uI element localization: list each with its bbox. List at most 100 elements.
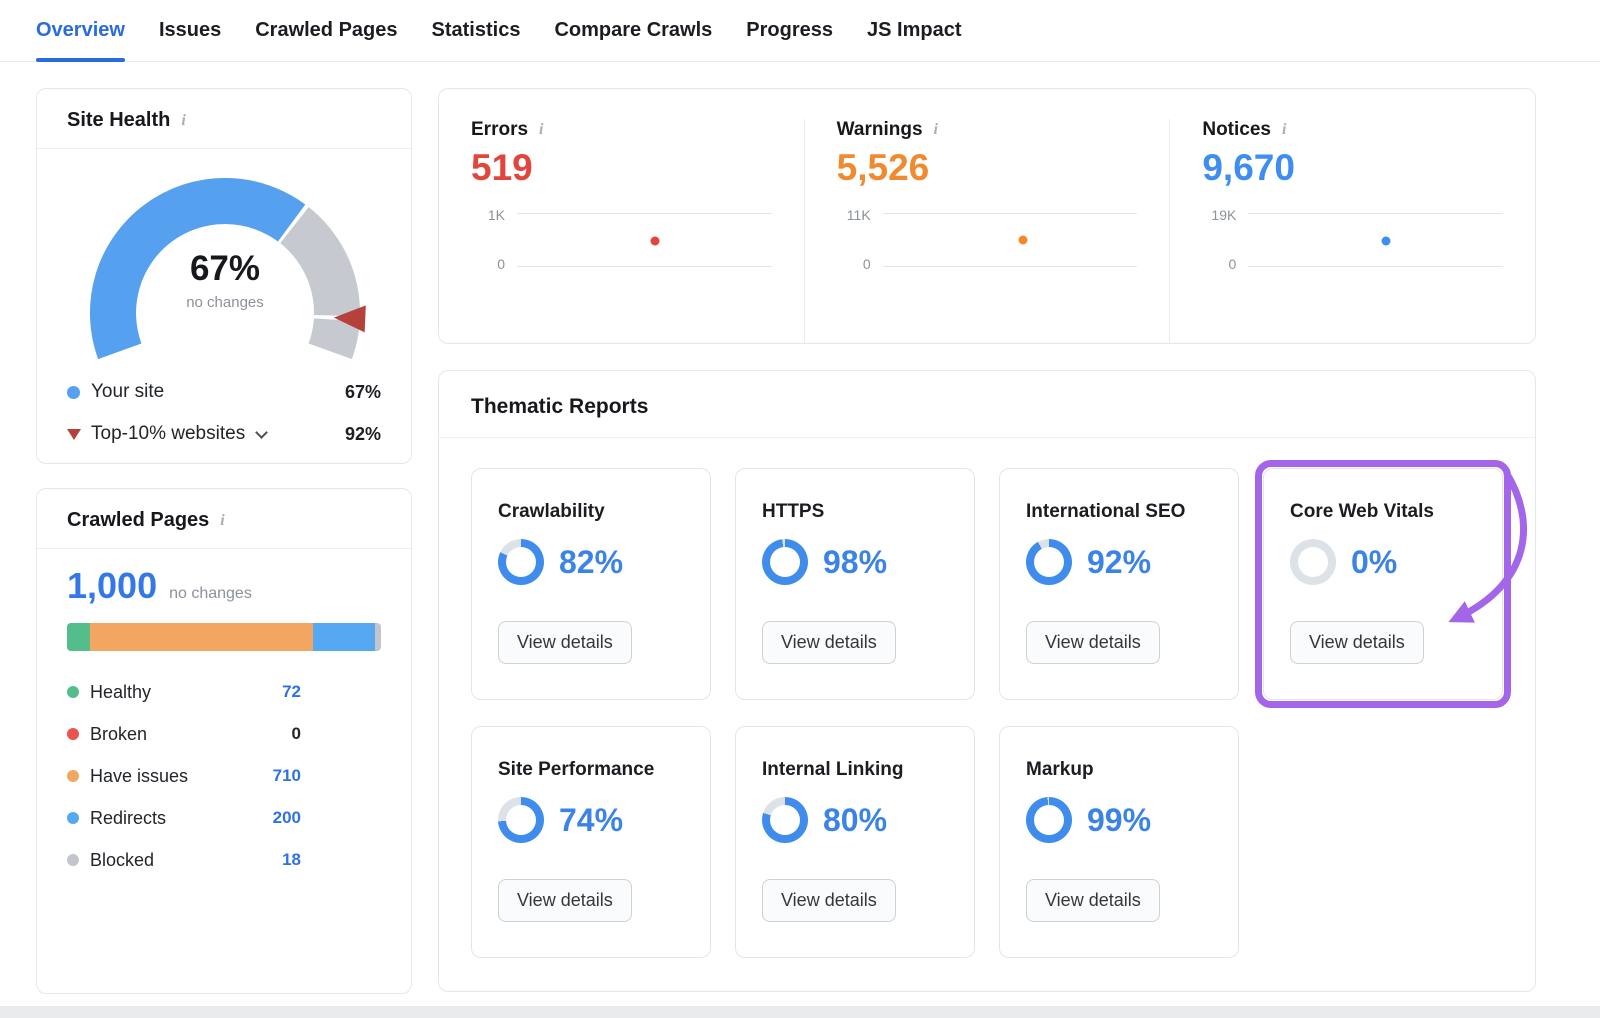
thematic-tile-core-web-vitals: Core Web Vitals 0% View details [1263,468,1503,700]
thematic-tile-site-performance: Site Performance 74% View details [471,726,711,958]
view-details-button[interactable]: View details [498,879,632,922]
item-value[interactable]: 200 [272,808,301,827]
site-health-legend: Your site 67% Top-10% websites 92% [67,371,381,455]
crawled-pages-total: 1,000 [67,565,158,606]
donut-chart [498,797,544,843]
have-issues-dot-icon [67,770,79,782]
legend-value: 92% [344,423,381,444]
thematic-reports-title: Thematic Reports [471,395,649,418]
item-value[interactable]: 72 [282,682,301,701]
tile-percent: 99% [1087,801,1152,838]
tab-statistics[interactable]: Statistics [431,19,521,41]
gridline [1248,213,1504,214]
view-details-button[interactable]: View details [1290,621,1424,664]
metric-value: 9,670 [1202,147,1295,188]
donut-chart [1290,539,1336,585]
tile-title: Core Web Vitals [1290,501,1434,522]
crawled-pages-header: Crawled Pages i [37,489,411,549]
legend-row-your-site: Your site 67% [67,371,381,413]
site-health-card: Site Health i 67% no changes Your site 6… [36,88,412,464]
metric-errors: Errors i 519 1K 0 [439,119,804,343]
gridline [882,213,1138,214]
thematic-reports-card: Thematic Reports Crawlability 82% View d… [438,370,1536,992]
info-icon[interactable]: i [1281,121,1287,138]
bar-segment [375,623,381,651]
tab-crawled-pages[interactable]: Crawled Pages [255,19,398,41]
list-item-healthy: Healthy 72 [67,671,301,713]
tab-issues[interactable]: Issues [158,19,222,41]
tile-percent: 98% [823,543,888,580]
thematic-grid: Crawlability 82% View details HTTPS 98% … [439,438,1535,998]
legend-label: Top-10% websites [91,423,246,444]
tile-title: Site Performance [498,759,655,780]
donut-chart [1026,539,1072,585]
thematic-tile-markup: Markup 99% View details [999,726,1239,958]
view-details-button[interactable]: View details [498,621,632,664]
data-point [650,236,660,246]
list-item-have-issues: Have issues 710 [67,755,301,797]
site-health-gauge: 67% no changes [67,163,383,363]
metric-label: Warnings [836,119,923,140]
view-details-button[interactable]: View details [762,621,896,664]
gridline [517,266,772,267]
warnings-sparkline: 11K 0 [837,208,1138,271]
donut-chart [762,539,808,585]
legend-row-top10-websites: Top-10% websites 92% [67,413,381,455]
crawled-pages-bar [67,623,381,651]
tile-title: Markup [1026,759,1094,780]
site-health-value: 67% [189,249,261,288]
tile-percent: 80% [823,801,888,838]
item-label: Healthy [90,681,152,702]
tab-progress[interactable]: Progress [746,19,834,41]
benchmark-triangle-icon [67,428,81,440]
legend-label: Your site [91,381,165,402]
crawled-pages-subtitle: no changes [169,585,252,602]
metric-warnings: Warnings i 5,526 11K 0 [803,119,1170,343]
bar-segment [312,623,376,651]
item-value[interactable]: 18 [282,850,301,869]
bar-segment [67,623,90,651]
info-icon[interactable]: i [220,511,225,529]
crawled-pages-title: Crawled Pages [67,509,210,531]
gridline [517,213,772,214]
tab-js-impact[interactable]: JS Impact [867,19,962,41]
bar-segment [89,623,313,651]
crawled-pages-card: Crawled Pages i 1,000 no changes Healthy… [36,488,412,994]
data-point [1018,235,1028,245]
metric-value: 5,526 [836,147,930,188]
metric-label: Errors [471,119,529,140]
site-health-title: Site Health [67,109,171,131]
metric-notices: Notices i 9,670 19K 0 [1169,119,1535,343]
info-icon[interactable]: i [181,111,186,129]
metrics-card: Errors i 519 1K 0 [438,88,1536,344]
metric-value: 519 [471,147,533,188]
chevron-down-icon[interactable] [255,426,269,439]
healthy-dot-icon [67,686,79,698]
list-item-broken: Broken 0 [67,713,301,755]
axis-max-label: 11K [846,207,871,223]
donut-chart [762,797,808,843]
tile-percent: 74% [559,801,624,838]
tile-percent: 92% [1087,543,1152,580]
gridline [1248,266,1504,267]
site-dot-icon [67,385,80,399]
donut-chart [1026,797,1072,843]
list-item-redirects: Redirects 200 [67,797,301,839]
tab-overview[interactable]: Overview [36,0,125,62]
info-icon[interactable]: i [933,121,938,138]
view-details-button[interactable]: View details [1026,879,1160,922]
view-details-button[interactable]: View details [1026,621,1160,664]
tile-title: International SEO [1026,501,1186,522]
view-details-button[interactable]: View details [762,879,896,922]
benchmark-marker-icon [333,305,366,333]
info-icon[interactable]: i [539,121,544,138]
data-point [1381,236,1391,246]
blocked-dot-icon [67,854,79,866]
tile-percent: 82% [559,543,624,580]
list-item-blocked: Blocked 18 [67,839,301,881]
tab-compare-crawls[interactable]: Compare Crawls [554,19,713,41]
axis-max-label: 19K [1211,207,1237,223]
gridline [882,266,1138,267]
thematic-tile-international-seo: International SEO 92% View details [999,468,1239,700]
item-value[interactable]: 710 [272,766,301,785]
